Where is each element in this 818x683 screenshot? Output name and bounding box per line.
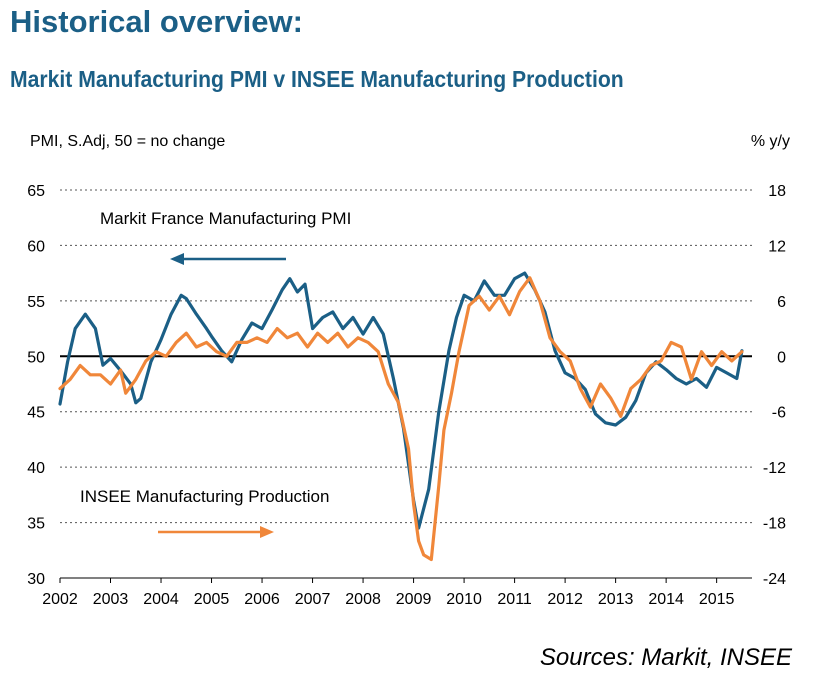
left-tick-label: 50 <box>27 349 45 366</box>
right-tick-label: -18 <box>763 516 786 533</box>
left-tick-label: 60 <box>27 238 45 255</box>
left-tick-label: 40 <box>27 460 45 477</box>
x-tick-label: 2010 <box>446 591 482 608</box>
x-tick-label: 2002 <box>42 591 78 608</box>
pmi-series-line <box>58 271 744 530</box>
right-tick-label: -6 <box>772 405 786 422</box>
production-annotation-label: INSEE Manufacturing Production <box>80 487 329 506</box>
right-tick-label: 0 <box>777 349 786 366</box>
x-tick-label: 2011 <box>497 591 532 608</box>
production-annotation-arrowhead <box>260 526 274 538</box>
gridlines <box>60 189 752 524</box>
x-tick-label: 2006 <box>244 591 280 608</box>
right-tick-label: -12 <box>763 460 786 477</box>
x-tick-label: 2014 <box>648 591 684 608</box>
left-tick-label: 35 <box>27 516 45 533</box>
pmi-annotation-label: Markit France Manufacturing PMI <box>100 209 351 228</box>
left-tick-label: 30 <box>27 571 45 588</box>
left-tick-label: 55 <box>27 294 45 311</box>
left-tick-label: 45 <box>27 405 45 422</box>
page-title: Historical overview: <box>10 4 303 39</box>
right-tick-label: -24 <box>763 571 786 588</box>
left-tick-label: 65 <box>27 183 45 200</box>
series <box>58 271 744 562</box>
sources-note: Sources: Markit, INSEE <box>539 644 792 671</box>
chart-subtitle: Markit Manufacturing PMI v INSEE Manufac… <box>10 66 624 92</box>
right-tick-label: 6 <box>777 294 786 311</box>
x-tick-label: 2009 <box>396 591 432 608</box>
x-tick-label: 2015 <box>699 591 735 608</box>
pmi-annotation-arrowhead <box>170 253 184 265</box>
x-tick-label: 2008 <box>345 591 381 608</box>
x-tick-label: 2013 <box>598 591 634 608</box>
axes: 30 35 40 45 50 55 60 65 -24 -18 -12 -6 0 6 12 18 PMI, S.… <box>27 133 790 608</box>
right-tick-label: 18 <box>768 183 786 200</box>
x-tick-label: 2007 <box>295 591 331 608</box>
production-series-line <box>58 276 744 562</box>
left-axis-title: PMI, S.Adj, 50 = no change <box>30 133 225 150</box>
x-tick-label: 2004 <box>143 591 179 608</box>
x-tick-label: 2005 <box>194 591 230 608</box>
right-axis-title: % y/y <box>751 133 790 150</box>
annotations: Markit France Manufacturing PMI INSEE Man… <box>80 209 351 538</box>
x-tick-label: 2012 <box>547 591 583 608</box>
right-tick-label: 12 <box>768 238 786 255</box>
x-tick-label: 2003 <box>93 591 129 608</box>
